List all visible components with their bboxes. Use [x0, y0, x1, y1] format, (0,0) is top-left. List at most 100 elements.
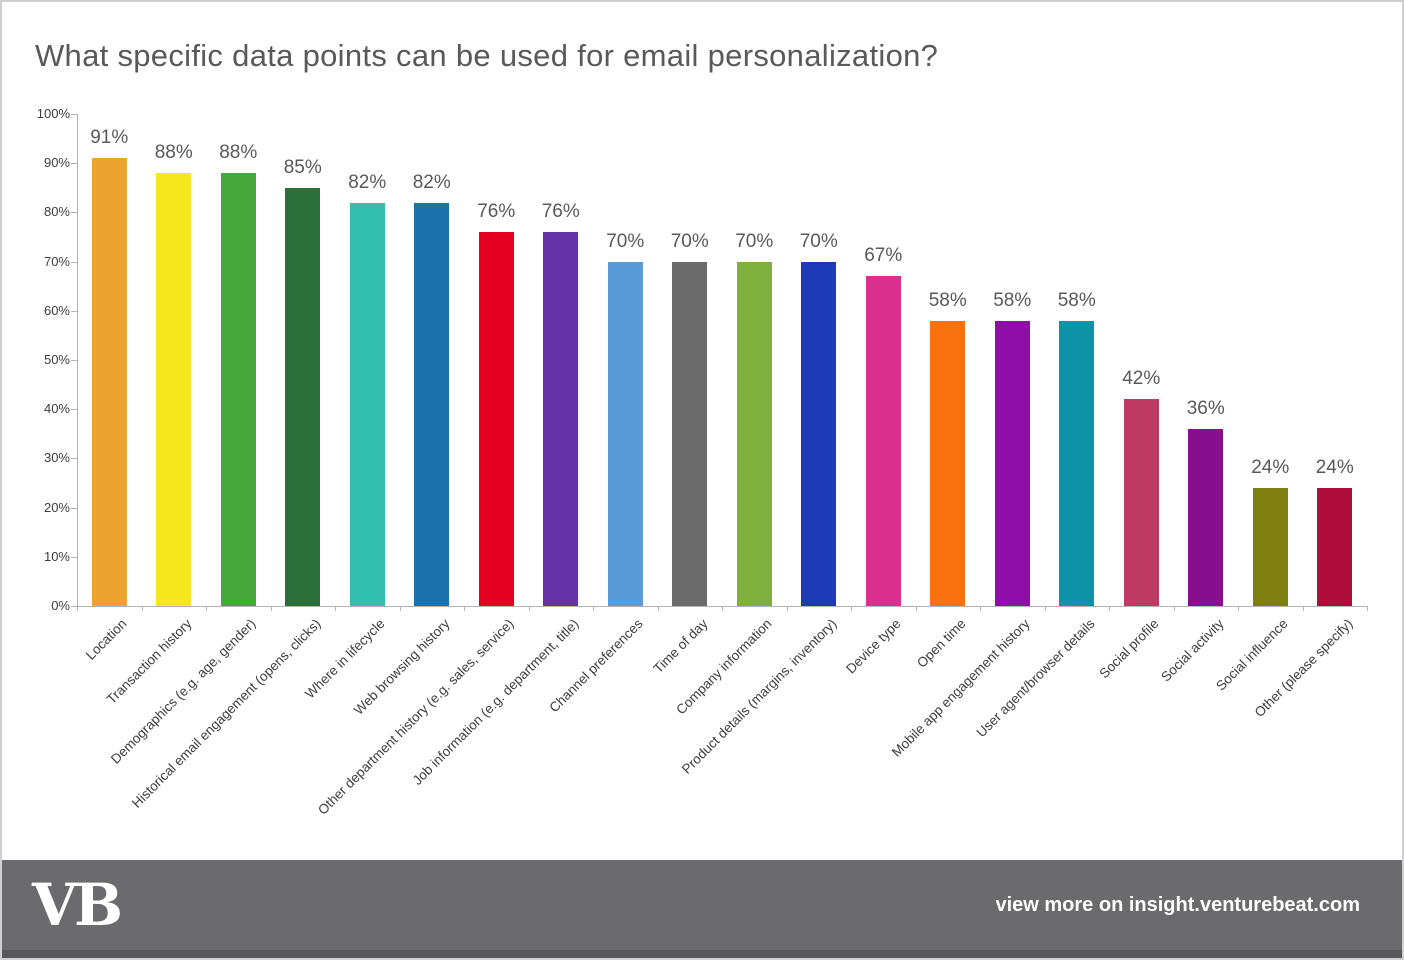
bar-value-label: 67%	[864, 245, 903, 267]
bar-value-label: 76%	[541, 201, 580, 223]
y-axis-tick-label: 30%	[43, 450, 70, 466]
x-axis-category-label: Where in lifecycle	[302, 616, 388, 702]
bar-20	[1317, 487, 1353, 606]
x-axis-tick	[593, 606, 594, 611]
y-axis-tick	[71, 310, 77, 312]
bar-value-label: 24%	[1315, 456, 1354, 478]
x-axis-category-label: Demographics (e.g. age, gender)	[108, 616, 259, 767]
x-axis-tick	[657, 606, 659, 611]
y-axis-tick	[71, 360, 77, 361]
bar-16	[1059, 320, 1095, 606]
y-axis-tick-label: 40%	[43, 401, 70, 417]
x-axis-tick	[464, 606, 465, 611]
bar-value-label: 58%	[928, 289, 967, 311]
venturebeat-logo: VB	[32, 871, 123, 939]
bar-10	[672, 261, 708, 606]
x-axis-tick	[77, 606, 78, 611]
x-axis-tick	[1044, 606, 1046, 611]
bar-13	[865, 276, 901, 606]
x-axis-tick	[399, 606, 401, 611]
bar-value-label: 82%	[412, 171, 451, 193]
y-axis-tick	[71, 507, 77, 509]
bar-17	[1123, 399, 1159, 606]
footer-bottom-strip	[2, 950, 1402, 958]
bar-8	[543, 232, 579, 606]
y-axis-tick	[71, 606, 77, 607]
bar-value-label: 76%	[477, 201, 516, 223]
y-axis-tick-label: 70%	[43, 253, 70, 269]
y-axis-tick-label: 80%	[43, 204, 70, 220]
y-axis-tick	[71, 556, 77, 558]
bar-5	[349, 202, 385, 606]
y-axis-tick	[71, 458, 77, 460]
bar-value-label: 58%	[1057, 289, 1096, 311]
bar-value-label: 82%	[348, 171, 387, 193]
y-axis-tick-label: 90%	[43, 155, 70, 171]
bar-9	[607, 261, 643, 606]
x-axis-category-label: Company information	[673, 616, 775, 718]
bar-12	[801, 261, 837, 606]
bar-value-label: 88%	[219, 142, 258, 164]
x-axis-category-label: Social profile	[1096, 616, 1162, 682]
y-axis-tick-label: 20%	[43, 499, 70, 515]
bar-15	[994, 320, 1030, 606]
x-axis-category-label: Channel preferences	[546, 616, 646, 716]
x-axis-tick	[1302, 606, 1304, 611]
bar-value-label: 70%	[799, 230, 838, 252]
y-axis-tick	[71, 409, 77, 411]
x-axis-tick	[270, 606, 272, 611]
x-axis-category-label: Social influence	[1213, 616, 1291, 694]
bar-chart-plot: 0% 10% 20% 30% 40% 50% 60% 70% 80% 90% 100% 91% Loca…	[2, 2, 1402, 862]
bar-value-label: 58%	[993, 289, 1032, 311]
x-axis-tick	[1238, 606, 1239, 611]
y-axis-tick	[71, 163, 77, 165]
bar-value-label: 42%	[1122, 368, 1161, 390]
bar-14	[930, 320, 966, 606]
x-axis-tick	[1173, 606, 1175, 611]
bar-7	[478, 232, 514, 606]
y-axis-line	[77, 114, 78, 611]
x-axis-tick	[786, 606, 788, 611]
chart-title: What specific data points can be used fo…	[35, 38, 939, 73]
y-axis-tick-label: 50%	[43, 352, 70, 367]
bar-1	[91, 158, 127, 606]
bar-18	[1188, 428, 1224, 606]
bar-value-label: 36%	[1186, 397, 1225, 419]
x-axis-tick	[206, 606, 207, 611]
x-axis-tick	[980, 606, 981, 611]
x-axis-tick	[335, 606, 336, 611]
y-axis-tick	[71, 261, 77, 263]
bar-4	[285, 187, 321, 606]
y-axis-tick-label: 60%	[43, 302, 70, 318]
bar-2	[156, 173, 192, 606]
x-axis-category-label: Device type	[843, 616, 904, 677]
bar-value-label: 70%	[606, 230, 645, 252]
y-axis-tick	[71, 212, 77, 214]
bar-6	[414, 202, 450, 606]
bar-value-label: 24%	[1251, 456, 1290, 478]
footer-link-text: view more on insight.venturebeat.com	[995, 893, 1360, 916]
bar-value-label: 91%	[90, 127, 129, 149]
y-axis-tick-label: 10%	[43, 548, 70, 564]
x-axis-tick	[141, 606, 143, 611]
bar-3	[220, 173, 256, 606]
x-axis-tick	[915, 606, 917, 611]
bar-11	[736, 261, 772, 606]
x-axis-tick	[528, 606, 530, 611]
bar-value-label: 88%	[154, 142, 193, 164]
x-axis-tick	[722, 606, 723, 611]
x-axis-category-label: Other department history (e.g. sales, se…	[315, 616, 517, 818]
footer-bar: VB view more on insight.venturebeat.com	[2, 860, 1402, 950]
bar-value-label: 70%	[735, 230, 774, 252]
bar-value-label: 85%	[283, 156, 322, 178]
bar-value-label: 70%	[670, 230, 709, 252]
x-axis-tick	[1367, 606, 1368, 611]
y-axis-tick	[71, 114, 77, 115]
y-axis-tick-label: 100%	[36, 106, 70, 121]
y-axis-tick-label: 0%	[51, 598, 70, 613]
x-axis-category-label: Mobile app engagement history	[889, 616, 1033, 760]
bar-19	[1252, 487, 1288, 606]
x-axis-tick	[851, 606, 852, 611]
x-axis-tick	[1109, 606, 1110, 611]
